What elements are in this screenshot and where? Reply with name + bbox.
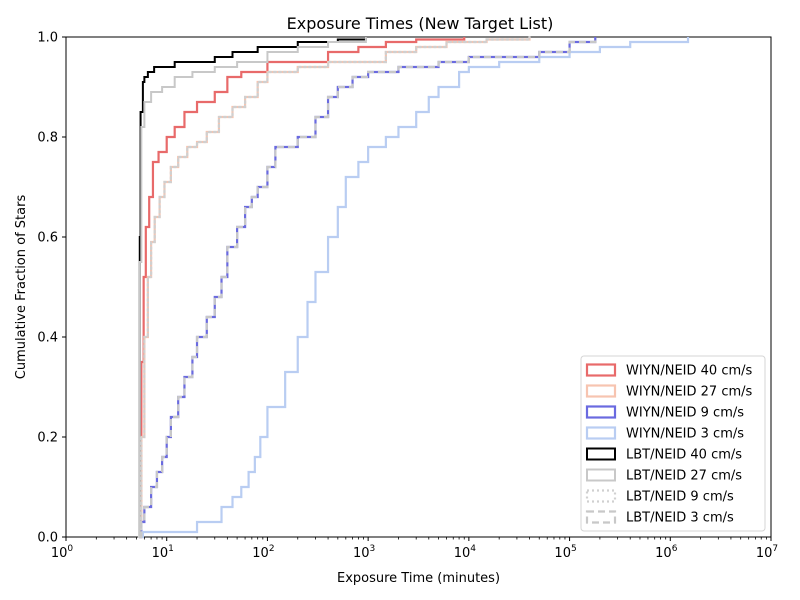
- legend-label-8: LBT/NEID 3 cm/s: [626, 511, 734, 526]
- legend-label-3: WIYN/NEID 9 cm/s: [626, 406, 744, 421]
- x-tick-label-5: 105: [554, 544, 576, 561]
- x-tick-label-4: 104: [454, 544, 477, 561]
- y-tick-label-2: 0.4: [37, 331, 58, 346]
- series-line-6: [138, 37, 367, 538]
- legend-swatch-8: [585, 510, 617, 524]
- legend-label-2: WIYN/NEID 27 cm/s: [626, 385, 753, 400]
- series-line-1: [138, 37, 466, 539]
- y-tick-label-3: 0.6: [37, 231, 58, 246]
- legend-swatch-4: [585, 426, 617, 440]
- legend-swatch-5: [586, 447, 616, 461]
- series-line-5: [138, 37, 367, 538]
- y-tick-label-1: 0.2: [37, 431, 58, 446]
- y-tick-label-0: 0.0: [37, 531, 58, 546]
- legend-label-7: LBT/NEID 9 cm/s: [626, 490, 734, 505]
- legend-label-5: LBT/NEID 40 cm/s: [626, 448, 742, 463]
- series-line-3: [138, 37, 597, 539]
- legend-swatch-2: [585, 384, 617, 398]
- plot-frame: [65, 36, 772, 538]
- x-tick-label-1: 101: [152, 544, 174, 561]
- series-line-7: [137, 35, 531, 539]
- series-lines: [137, 35, 690, 539]
- x-axis-label: Exposure Time (minutes): [337, 571, 500, 586]
- y-tick-label-4: 0.8: [37, 131, 58, 146]
- legend-label-1: WIYN/NEID 40 cm/s: [626, 364, 753, 379]
- series-line-8: [138, 37, 597, 539]
- legend-label-4: WIYN/NEID 3 cm/s: [626, 427, 744, 442]
- y-tick-label-5: 1.0: [37, 31, 58, 46]
- legend-swatch-1: [585, 363, 617, 377]
- series-line-4: [138, 37, 690, 539]
- x-tick-label-7: 107: [756, 544, 778, 561]
- axes: 100 101 102 103 104 105 106 107 0.0 0.2 0.4 0.6 0.8 1…: [37, 31, 778, 562]
- legend-swatch-3: [585, 405, 617, 419]
- legend-swatch-6: [586, 468, 616, 482]
- legend: WIYN/NEID 40 cm/s WIYN/NEID 27 cm/s WIYN/N…: [580, 355, 766, 532]
- x-tick-label-2: 102: [252, 544, 274, 561]
- x-tick-label-3: 103: [353, 544, 375, 561]
- x-tick-label-0: 100: [51, 544, 74, 561]
- chart-title: Exposure Times (New Target List): [287, 14, 554, 33]
- legend-label-6: LBT/NEID 27 cm/s: [626, 469, 742, 484]
- x-tick-label-6: 106: [655, 544, 678, 561]
- legend-box: [580, 355, 766, 532]
- y-axis-label: Cumulative Fraction of Stars: [14, 195, 29, 380]
